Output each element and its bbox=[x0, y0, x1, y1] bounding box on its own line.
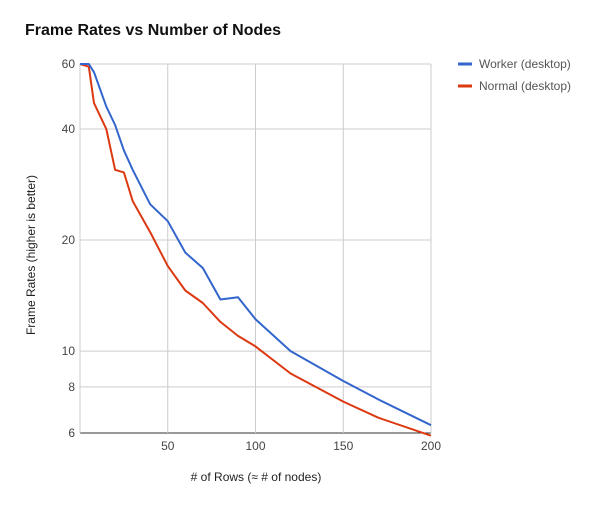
gridlines bbox=[79, 63, 432, 434]
y-tick-label: 60 bbox=[62, 57, 76, 71]
y-axis-title: Frame Rates (higher is better) bbox=[24, 175, 38, 335]
y-tick-label: 40 bbox=[62, 122, 76, 136]
legend-label: Normal (desktop) bbox=[479, 79, 571, 93]
x-tick-label: 150 bbox=[333, 439, 353, 453]
x-axis-ticks: 50 100 150 200 bbox=[161, 439, 441, 453]
series-lines bbox=[79, 63, 432, 437]
x-tick-label: 100 bbox=[245, 439, 265, 453]
series-line-worker-desktop bbox=[80, 63, 432, 427]
legend-label: Worker (desktop) bbox=[479, 57, 571, 71]
x-tick-label: 50 bbox=[161, 439, 175, 453]
y-tick-label: 6 bbox=[68, 426, 75, 440]
x-axis-title: # of Rows (≈ # of nodes) bbox=[191, 470, 322, 484]
y-tick-label: 8 bbox=[68, 380, 75, 394]
chart-title: Frame Rates vs Number of Nodes bbox=[25, 22, 282, 39]
legend: Worker (desktop) Normal (desktop) bbox=[458, 57, 571, 93]
series-line-normal-desktop bbox=[79, 63, 432, 437]
x-tick-label: 200 bbox=[421, 439, 441, 453]
y-tick-label: 10 bbox=[62, 344, 76, 358]
y-axis-ticks: 6 8 10 20 40 60 bbox=[62, 57, 76, 440]
y-tick-label: 20 bbox=[62, 233, 76, 247]
